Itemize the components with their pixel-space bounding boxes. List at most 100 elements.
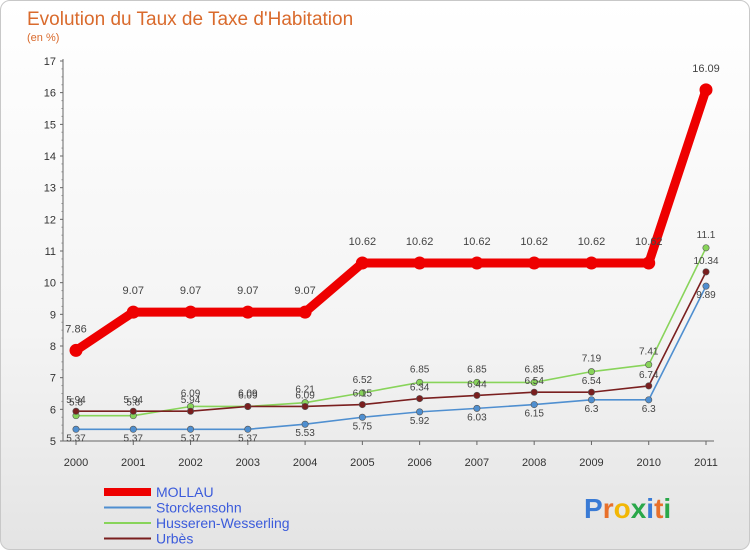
y-tick-label: 15 (44, 119, 56, 131)
data-label: 11.1 (697, 230, 716, 241)
data-label: 7.86 (65, 323, 86, 335)
data-point (527, 256, 541, 270)
data-point (358, 401, 366, 409)
data-label: 6.44 (467, 379, 487, 390)
data-point (699, 83, 713, 97)
data-label: 5.37 (66, 433, 86, 444)
logo-letter: x (631, 493, 647, 524)
data-point (187, 425, 195, 433)
data-point (645, 361, 653, 369)
data-point (241, 305, 255, 319)
data-point (358, 389, 366, 397)
data-label: 5.75 (353, 421, 373, 432)
data-label: 5.37 (238, 433, 258, 444)
data-label: 5.53 (295, 428, 315, 439)
logo-letter: P (584, 493, 603, 524)
data-point (645, 382, 653, 390)
data-point (530, 388, 538, 396)
data-label: 6.85 (467, 364, 487, 375)
data-point (587, 368, 595, 376)
data-label: 6.09 (238, 390, 258, 401)
data-label: 9.89 (696, 290, 716, 301)
data-point (358, 413, 366, 421)
data-point (702, 244, 710, 252)
x-tick-label: 2010 (636, 457, 660, 469)
data-label: 6.09 (181, 388, 201, 399)
x-tick-label: 2001 (121, 457, 145, 469)
data-label: 10.62 (349, 236, 377, 248)
data-point (72, 407, 80, 415)
data-point (244, 425, 252, 433)
x-tick-label: 2006 (407, 457, 431, 469)
data-label: 5.37 (181, 433, 201, 444)
y-tick-label: 11 (45, 246, 56, 258)
data-point (530, 401, 538, 409)
data-point (416, 378, 424, 386)
data-label: 16.09 (692, 63, 720, 75)
legend: MOLLAUStorckensohnHusseren-WesserlingUrb… (104, 484, 290, 547)
y-tick-label: 12 (44, 214, 56, 226)
series-line-urbès (75, 271, 707, 413)
data-label: 6.15 (353, 389, 373, 400)
y-tick-label: 17 (44, 56, 56, 68)
data-point (187, 407, 195, 415)
data-label: 7.19 (582, 354, 602, 365)
data-point (184, 305, 198, 319)
y-tick-label: 10 (44, 278, 56, 290)
data-label: 10.62 (463, 236, 491, 248)
data-point (584, 256, 598, 270)
data-point (645, 396, 653, 404)
data-point (587, 396, 595, 404)
data-point (416, 408, 424, 416)
data-point (473, 404, 481, 412)
legend-label: Husseren-Wesserling (156, 515, 290, 531)
data-label: 6.54 (524, 376, 544, 387)
legend-label: MOLLAU (156, 484, 214, 500)
data-point (473, 378, 481, 386)
data-label: 6.3 (642, 404, 656, 415)
data-label: 5.94 (66, 395, 86, 406)
data-point (355, 256, 369, 270)
data-label: 6.09 (238, 388, 258, 399)
y-tick-label: 14 (44, 151, 56, 163)
data-label: 5.94 (124, 395, 144, 406)
data-point (416, 395, 424, 403)
logo-letter: t (654, 493, 663, 524)
data-point (530, 378, 538, 386)
data-label: 10.34 (693, 256, 718, 267)
y-tick-label: 5 (50, 436, 56, 448)
x-tick-label: 2004 (293, 457, 317, 469)
x-tick-label: 2002 (178, 457, 202, 469)
x-tick-label: 2003 (236, 457, 260, 469)
proxiti-logo: Proxiti (584, 493, 671, 524)
data-label: 10.62 (578, 236, 606, 248)
data-label: 5.92 (410, 416, 430, 427)
data-label: 10.62 (406, 236, 434, 248)
data-point (587, 388, 595, 396)
data-label: 9.07 (237, 285, 258, 297)
data-point (702, 268, 710, 276)
data-label: 6.52 (353, 375, 373, 386)
legend-label: Storckensohn (156, 500, 242, 516)
data-label: 5.37 (124, 433, 144, 444)
data-label: 10.62 (520, 236, 548, 248)
data-point (642, 256, 656, 270)
data-label: 6.54 (582, 376, 602, 387)
chart-subtitle: (en %) (27, 32, 59, 44)
data-label: 5.94 (181, 395, 201, 406)
data-label: 5.8 (126, 398, 140, 409)
data-point (72, 425, 80, 433)
series-layer: 7.86 9.07 9.07 9.07 9.07 10.62 10.62 10.62 10.62… (65, 63, 719, 444)
y-tick-label: 6 (50, 404, 56, 416)
data-label: 6.15 (524, 409, 544, 420)
logo-letter: o (614, 493, 631, 524)
x-tick-label: 2007 (465, 457, 489, 469)
logo-letter: r (603, 493, 614, 524)
data-label: 5.8 (69, 398, 83, 409)
data-point (301, 402, 309, 410)
data-point (413, 256, 427, 270)
data-point (473, 391, 481, 399)
series-line-storckensohn (75, 285, 707, 431)
